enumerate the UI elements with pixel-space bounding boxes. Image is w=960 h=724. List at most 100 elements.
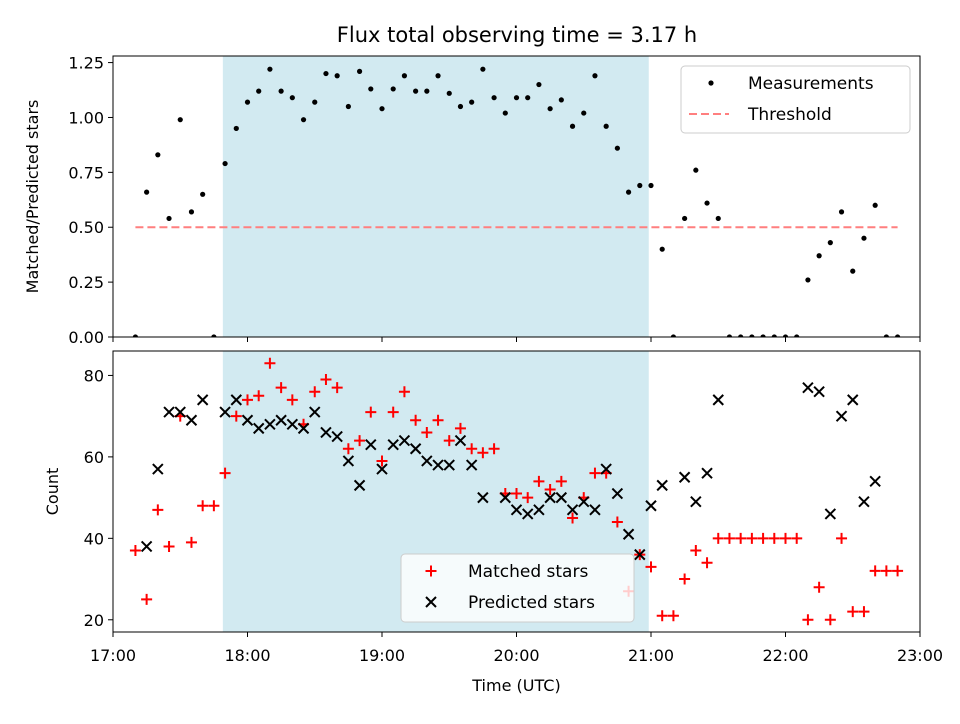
predicted-star-point — [566, 504, 579, 516]
predicted-star-point — [869, 475, 881, 488]
predicted-star-point — [847, 394, 859, 406]
matched-star-point — [432, 414, 444, 426]
x-tick-label: 21:00 — [628, 646, 674, 665]
y-tick-label: 1.25 — [68, 54, 104, 73]
top-panel: 0.00 0.25 0.50 0.75 1.00 1.25 Matched/Predicte… — [23, 54, 921, 347]
predicted-star-point — [533, 504, 545, 516]
measurement-point — [390, 86, 396, 92]
measurement-point — [614, 145, 620, 151]
predicted-star-point — [544, 491, 556, 504]
measurement-point — [300, 117, 307, 123]
matched-star-point — [869, 565, 881, 577]
predicted-star-point — [578, 495, 590, 508]
matched-star-point — [320, 374, 332, 386]
predicted-star-point — [219, 406, 231, 418]
matched-star-point — [264, 357, 276, 369]
predicted-star-point — [331, 430, 343, 443]
measurement-point — [850, 268, 856, 274]
y-tick-label: 80 — [84, 366, 104, 385]
predicted-star-point — [813, 386, 825, 398]
matched-star-point — [365, 406, 377, 418]
x-tick-label: 18:00 — [224, 646, 270, 665]
matched-star-point — [847, 606, 859, 618]
predicted-star-point — [387, 438, 399, 451]
measurement-point — [446, 90, 452, 96]
measurement-point — [278, 88, 284, 94]
predicted-star-point — [622, 528, 635, 540]
measurement-point — [155, 152, 161, 158]
y-tick-label: 60 — [84, 448, 104, 467]
predicted-star-point — [275, 414, 287, 426]
measurement-point — [289, 95, 295, 101]
predicted-star-point — [320, 426, 332, 439]
predicted-star-point — [174, 406, 186, 418]
measurement-point — [726, 334, 733, 337]
predicted-star-point — [353, 479, 366, 492]
matched-star-point — [342, 443, 354, 455]
matched-star-point — [555, 475, 567, 487]
predicted-star-point — [555, 491, 568, 504]
measurement-point — [558, 97, 564, 103]
matched-star-point — [544, 483, 556, 495]
measurement-point — [883, 334, 889, 337]
predicted-star-point — [589, 504, 601, 516]
predicted-star-point — [241, 414, 254, 426]
measurement-point — [435, 73, 441, 79]
predicted-star-point — [365, 438, 377, 451]
predicted-star-point — [499, 491, 511, 504]
measurement-point — [379, 106, 385, 112]
predicted-star-point — [264, 418, 276, 431]
matched-star-point — [309, 386, 321, 398]
measurement-point — [132, 334, 139, 337]
x-tick-label: 17:00 — [90, 646, 136, 665]
measurement-point — [323, 70, 329, 77]
measurement-point — [536, 81, 542, 88]
measurement-point — [144, 189, 150, 195]
bottom-legend-box — [400, 553, 635, 623]
x-axis-label: Time (UTC) — [471, 676, 560, 695]
predicted-star-point — [477, 491, 489, 504]
matched-star-point — [813, 581, 825, 593]
predicted-star-point — [454, 434, 467, 447]
matched-star-point — [354, 435, 366, 447]
predicted-star-point — [421, 455, 433, 467]
matched-star-point — [802, 614, 814, 626]
measurement-point — [682, 215, 688, 222]
matched-star-point — [477, 447, 489, 459]
y-tick-label: 0.75 — [68, 163, 104, 182]
measurement-point — [760, 334, 766, 337]
predicted-star-point — [858, 495, 870, 508]
predicted-star-point — [465, 459, 478, 471]
matched-star-point — [185, 536, 197, 548]
predicted-star-point — [398, 434, 411, 447]
predicted-star-point — [712, 394, 724, 406]
predicted-star-point — [309, 406, 321, 418]
measurement-point — [547, 106, 553, 112]
x-tick-label: 20:00 — [493, 646, 539, 665]
predicted-star-point — [522, 508, 534, 520]
measurement-point — [177, 117, 183, 123]
predicted-star-point — [230, 394, 242, 406]
predicted-star-point — [611, 487, 624, 500]
predicted-star-point — [409, 443, 422, 455]
matched-star-point — [746, 532, 758, 544]
measurement-point — [188, 209, 195, 215]
measurement-point — [861, 235, 867, 241]
matched-star-point — [611, 516, 623, 528]
matched-star-point — [533, 475, 545, 487]
measurement-point — [704, 200, 710, 206]
matched-star-point — [645, 561, 657, 573]
measurement-point — [738, 334, 744, 337]
predicted-star-point — [253, 422, 265, 435]
measurement-point — [256, 88, 262, 94]
measurement-point — [648, 182, 654, 189]
measurement-point — [334, 73, 340, 79]
measurement-point — [368, 86, 374, 92]
matched-star-point — [522, 492, 534, 504]
matched-star-point — [421, 426, 433, 438]
predicted-star-point — [690, 495, 702, 508]
y-tick-label: 0.50 — [68, 218, 104, 237]
matched-star-point — [443, 435, 455, 447]
predicted-star-point — [835, 410, 848, 422]
